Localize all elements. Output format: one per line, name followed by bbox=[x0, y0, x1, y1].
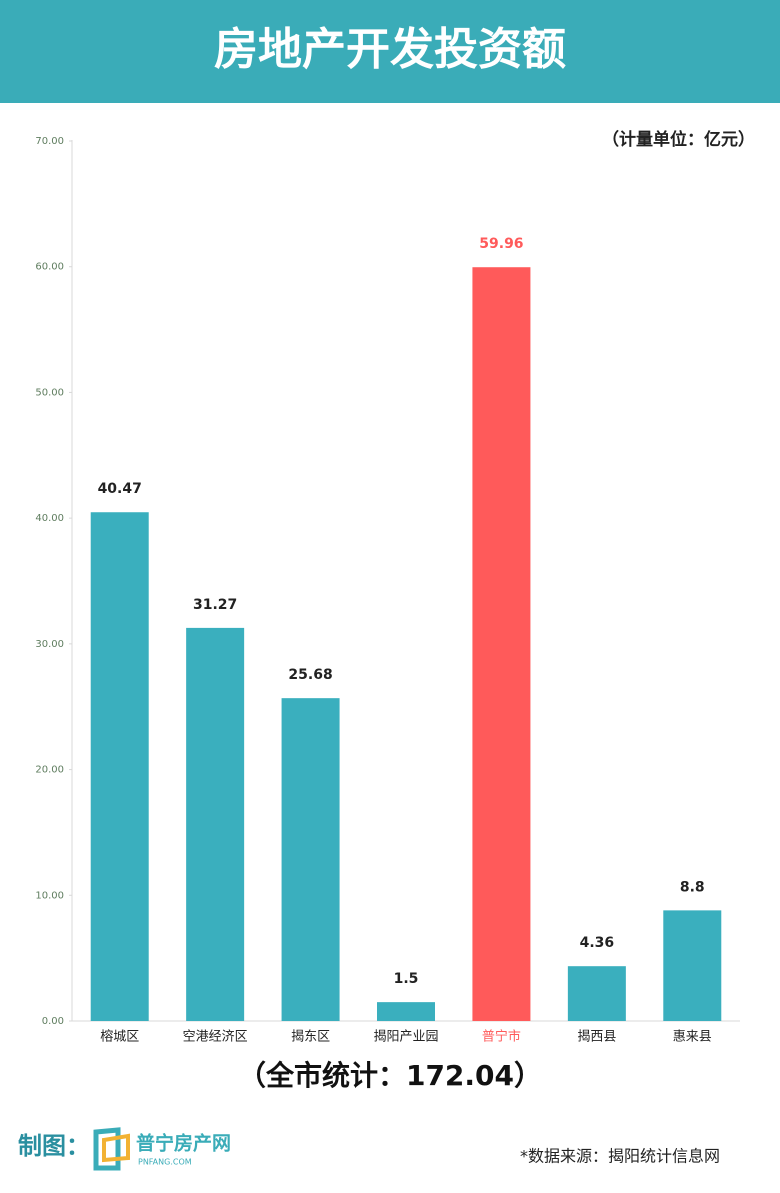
value-label: 25.68 bbox=[288, 667, 332, 683]
bar bbox=[377, 1002, 435, 1021]
logo-icon bbox=[93, 1127, 121, 1171]
chart-title: 房地产开发投资额 bbox=[214, 24, 566, 75]
y-tick-label: 60.00 bbox=[35, 262, 64, 273]
bar bbox=[567, 966, 626, 1021]
x-tick-label: 揭东区 bbox=[291, 1030, 330, 1045]
total-summary: （全市统计：172.04） bbox=[238, 1059, 542, 1092]
value-label: 31.27 bbox=[193, 597, 237, 613]
logo-icon bbox=[102, 1133, 130, 1163]
unit-note: （计量单位：亿元） bbox=[602, 129, 755, 150]
y-tick-label: 10.00 bbox=[35, 890, 64, 901]
logo-name: 普宁房产网 bbox=[136, 1132, 231, 1155]
y-tick-label: 50.00 bbox=[35, 387, 64, 398]
value-label: 40.47 bbox=[98, 481, 142, 497]
maker-label: 制图： bbox=[18, 1132, 90, 1160]
x-tick-label: 惠来县 bbox=[673, 1030, 712, 1045]
value-label: 59.96 bbox=[479, 236, 523, 252]
bar bbox=[281, 698, 340, 1021]
bar bbox=[186, 627, 245, 1021]
y-tick-label: 70.00 bbox=[35, 136, 64, 147]
logo: 普宁房产网 PNFANG.COM bbox=[93, 1127, 231, 1171]
data-source: *数据来源：揭阳统计信息网 bbox=[520, 1147, 720, 1166]
y-tick-label: 30.00 bbox=[35, 639, 64, 650]
y-tick-label: 20.00 bbox=[35, 765, 64, 776]
bar bbox=[90, 512, 149, 1021]
value-label: 1.5 bbox=[394, 971, 419, 987]
value-label: 8.8 bbox=[680, 879, 705, 895]
x-tick-label: 榕城区 bbox=[100, 1030, 139, 1045]
logo-site: PNFANG.COM bbox=[138, 1158, 192, 1167]
x-tick-label: 揭阳产业园 bbox=[373, 1030, 438, 1045]
x-tick-label: 普宁市 bbox=[482, 1029, 521, 1045]
bar bbox=[663, 910, 722, 1021]
x-tick-label: 空港经济区 bbox=[183, 1030, 248, 1045]
y-tick-label: 40.00 bbox=[35, 513, 64, 524]
value-label: 4.36 bbox=[580, 935, 615, 951]
header-band bbox=[0, 0, 780, 103]
bar bbox=[472, 267, 531, 1021]
y-tick-label: 0.00 bbox=[42, 1016, 64, 1027]
x-tick-label: 揭西县 bbox=[577, 1030, 616, 1045]
